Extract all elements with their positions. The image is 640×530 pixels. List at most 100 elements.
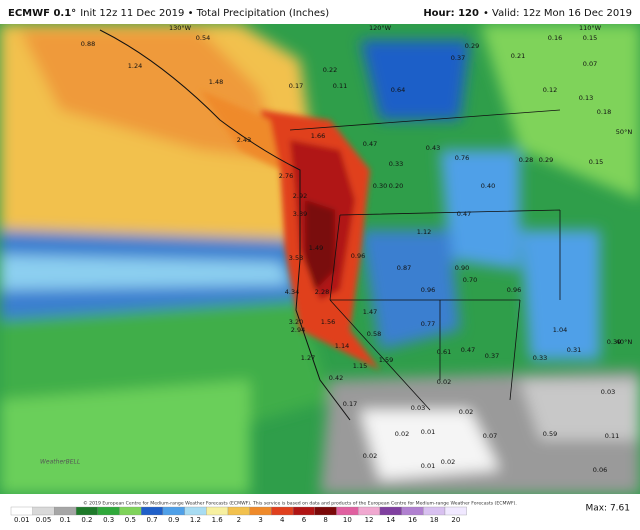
precip-label: 4.34: [285, 288, 299, 296]
precip-label: 0.29: [539, 156, 553, 164]
precip-label: 2.43: [237, 136, 251, 144]
precip-label: 0.02: [441, 458, 455, 466]
precip-label: 0.43: [426, 144, 440, 152]
colorbar-cell: [292, 506, 315, 516]
precip-label: 0.87: [397, 264, 411, 272]
precip-label: 0.15: [583, 34, 597, 42]
precip-label: 0.90: [455, 264, 469, 272]
precip-label: 0.30: [373, 182, 387, 190]
precip-label: 0.96: [421, 286, 435, 294]
precip-label: 3.53: [289, 254, 303, 262]
precip-label: 1.56: [321, 318, 335, 326]
colorbar-label: 10: [343, 516, 352, 524]
grid-label: 110°W: [579, 24, 602, 32]
copyright: © 2019 European Centre for Medium-range …: [83, 500, 517, 507]
precip-label: 0.20: [389, 182, 403, 190]
colorbar-cell: [119, 506, 142, 516]
colorbar-label: 0.05: [36, 516, 52, 524]
precip-label: 3.20: [289, 318, 303, 326]
colorbar-cell: [75, 506, 98, 516]
precip-label: 0.33: [533, 354, 547, 362]
header-title: ECMWF 0.1° Init 12z 11 Dec 2019 • Total P…: [8, 8, 329, 19]
colorbar-cell: [32, 506, 55, 516]
logo: WeatherBELL: [40, 459, 80, 466]
precip-label: 0.02: [395, 430, 409, 438]
precip-label: 0.18: [597, 108, 611, 116]
colorbar-label: 0.7: [146, 516, 157, 524]
precip-label: 0.39: [607, 338, 621, 346]
precip-label: 1.24: [128, 62, 142, 70]
precip-label: 0.06: [593, 466, 607, 474]
colorbar-label: 20: [451, 516, 460, 524]
precip-label: 0.96: [507, 286, 521, 294]
colorbar-label: 6: [302, 516, 307, 524]
grid-label: 40°N: [616, 338, 633, 346]
colorbar-cell: [401, 506, 424, 516]
colorbar-cell: [271, 506, 294, 516]
precip-label: 1.59: [379, 356, 393, 364]
grid-label: 130°W: [169, 24, 192, 32]
max-value: Max: 7.61: [585, 504, 630, 514]
precip-label: 0.96: [351, 252, 365, 260]
precip-label: 0.12: [543, 86, 557, 94]
colorbar-cell: [206, 506, 229, 516]
precip-label: 2.28: [315, 288, 329, 296]
colorbar-cell: [379, 506, 402, 516]
colorbar-label: 0.5: [125, 516, 136, 524]
colorbar-cell: [227, 506, 250, 516]
precip-label: 2.94: [291, 326, 305, 334]
grid-label: 50°N: [616, 128, 633, 136]
map: [0, 24, 640, 494]
precip-label: 0.54: [196, 34, 210, 42]
precip-label: 0.77: [421, 320, 435, 328]
precip-label: 1.49: [309, 244, 323, 252]
precip-label: 0.17: [289, 82, 303, 90]
precip-label: 0.16: [548, 34, 562, 42]
precip-label: 0.64: [391, 86, 405, 94]
colorbar-cell: [423, 506, 446, 516]
precip-label: 0.02: [437, 378, 451, 386]
precip-label: 0.58: [367, 330, 381, 338]
precip-label: 1.27: [301, 354, 315, 362]
colorbar-label: 8: [323, 516, 327, 524]
precip-label: 1.48: [209, 78, 223, 86]
precip-label: 1.12: [417, 228, 431, 236]
precip-label: 0.88: [81, 40, 95, 48]
precip-label: 0.33: [389, 160, 403, 168]
precip-label: 0.07: [483, 432, 497, 440]
precip-label: 1.14: [335, 342, 349, 350]
colorbar-cell: [141, 506, 164, 516]
precip-label: 0.07: [583, 60, 597, 68]
colorbar-cell: [336, 506, 359, 516]
precip-label: 0.01: [421, 428, 435, 436]
precip-label: 0.13: [579, 94, 593, 102]
colorbar-label: 0.01: [14, 516, 30, 524]
precip-label: 0.21: [511, 52, 525, 60]
colorbar-cell: [54, 506, 77, 516]
precip-label: 0.76: [455, 154, 469, 162]
precip-label: 0.11: [605, 432, 619, 440]
colorbar-label: 16: [408, 516, 417, 524]
precip-label: 3.39: [293, 210, 307, 218]
colorbar-cell: [162, 506, 185, 516]
colorbar-cell: [314, 506, 337, 516]
grid-label: 120°W: [369, 24, 392, 32]
precip-label: 0.03: [601, 388, 615, 396]
precip-label: 0.29: [465, 42, 479, 50]
hour: Hour: 120: [423, 8, 479, 19]
precip-label: 0.22: [323, 66, 337, 74]
precip-label: 0.02: [363, 452, 377, 460]
precip-label: 0.11: [333, 82, 347, 90]
colorbar-label: 14: [386, 516, 395, 524]
precip-label: 0.47: [457, 210, 471, 218]
colorbar-label: 1.6: [212, 516, 224, 524]
colorbar-label: 4: [280, 516, 285, 524]
colorbar-label: 12: [365, 516, 374, 524]
precip-label: 0.01: [421, 462, 435, 470]
colorbar-label: 0.9: [168, 516, 179, 524]
colorbar: 0.01 0.05 0.1 0.2 0.3 0.5 0.7 0.9 1.2 1.6 2 3 4 6 8 10 1…: [10, 506, 467, 524]
colorbar-cell: [358, 506, 381, 516]
colorbar-label: 0.2: [81, 516, 92, 524]
precip-label: 0.37: [451, 54, 465, 62]
colorbar-cell: [184, 506, 207, 516]
